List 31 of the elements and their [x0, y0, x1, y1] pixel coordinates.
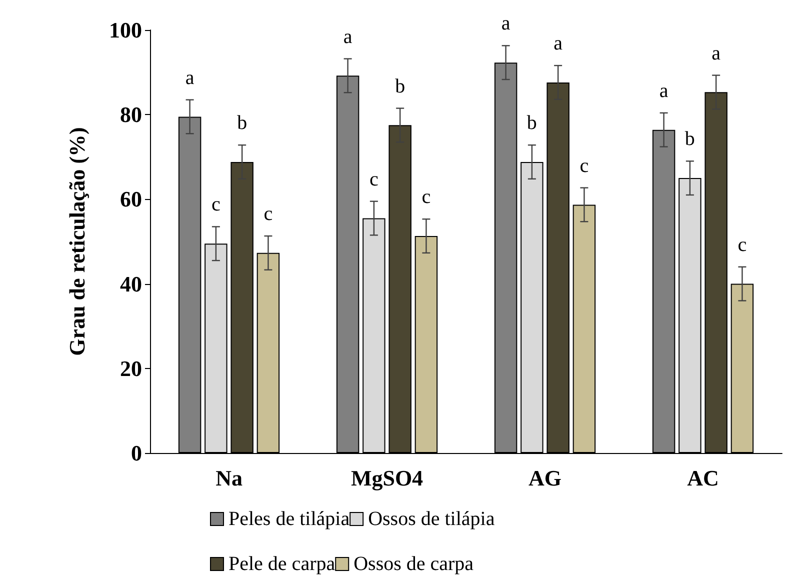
data-label: a [659, 80, 668, 102]
y-tick-label: 20 [120, 356, 142, 381]
data-label: c [422, 186, 431, 208]
y-tick-label: 0 [131, 440, 142, 466]
y-tick-label: 100 [109, 18, 142, 42]
data-label: b [395, 75, 406, 98]
data-label: c [264, 203, 273, 225]
data-label: a [554, 32, 563, 55]
y-tick-label: 60 [120, 186, 142, 212]
x-tick-label: MgSO4 [350, 466, 424, 490]
data-label: c [369, 168, 378, 190]
legend-label: Ossos de carpa [354, 553, 474, 575]
x-tick-label: AG [528, 466, 562, 490]
data-label: a [501, 12, 510, 35]
data-label: b [526, 112, 537, 134]
y-tick-label: 80 [120, 102, 142, 128]
data-label: a [343, 26, 352, 48]
data-label: c [211, 194, 220, 216]
y-axis-title: Grau de reticulação (%) [64, 127, 90, 356]
data-label: b [237, 112, 248, 134]
data-label: a [185, 66, 194, 89]
x-tick-label: Na [216, 466, 242, 490]
x-tick-label: AC [687, 466, 719, 490]
data-label: a [712, 42, 721, 64]
y-tick-label: 40 [120, 271, 142, 296]
data-label: b [684, 128, 695, 150]
legend-label: Pele de carpa [228, 553, 336, 575]
legend-label: Ossos de tilápia [368, 508, 495, 530]
data-label: c [580, 154, 589, 177]
legend-label: Peles de tilápia [228, 508, 350, 530]
data-label: c [738, 234, 747, 256]
